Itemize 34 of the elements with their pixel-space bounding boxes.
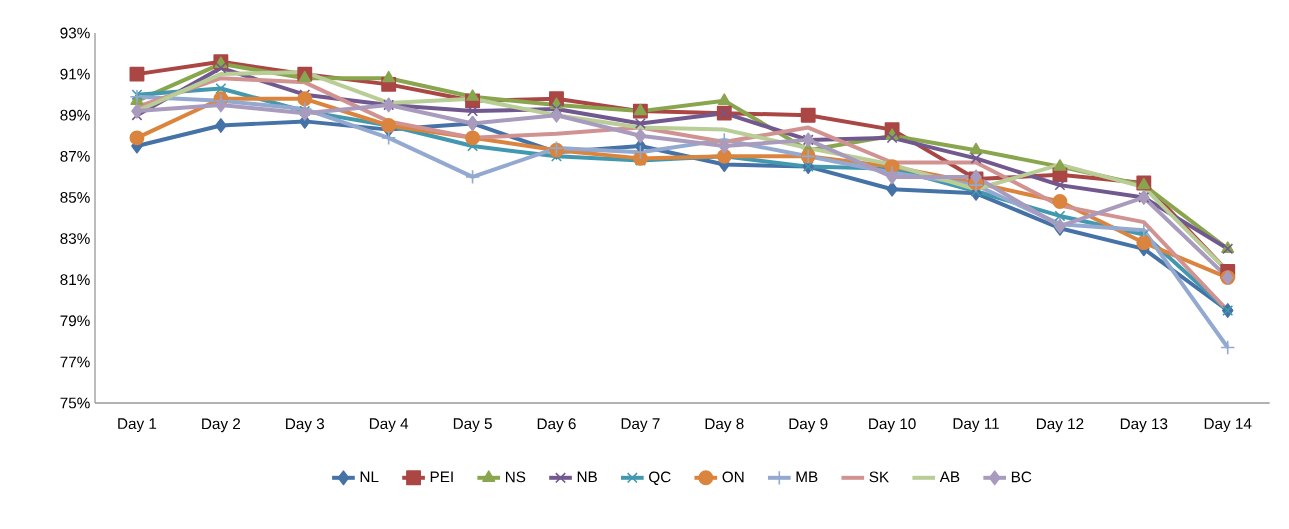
y-tick-label: 89% (60, 109, 90, 121)
y-tick-label: 77% (60, 356, 90, 368)
y-tick-label: 81% (60, 274, 90, 286)
x-tick-label: Day 5 (453, 418, 492, 433)
x-tick-label: Day 10 (869, 418, 916, 433)
y-tick-label: 93% (60, 27, 90, 39)
legend-label: NS (505, 471, 526, 483)
y-tick-label: 79% (60, 315, 90, 327)
x-tick-label: Day 3 (286, 418, 325, 433)
x-tick-label: Day 9 (789, 418, 828, 433)
x-tick-label: Day 1 (118, 418, 157, 433)
y-tick-label: 87% (60, 150, 90, 162)
y-tick-label: 85% (60, 192, 90, 203)
x-tick-label: Day 8 (705, 418, 744, 433)
legend-label: SK (869, 471, 889, 483)
legend-label: NL (360, 471, 379, 483)
y-tick-label: 75% (60, 397, 90, 409)
legend-label: MB (796, 471, 818, 483)
x-tick-label: Day 2 (202, 418, 241, 433)
legend-label: NB (577, 471, 597, 483)
x-tick-label: Day 13 (1120, 418, 1168, 433)
legend-label: AB (939, 471, 960, 483)
x-tick-label: Day 14 (1204, 418, 1252, 433)
legend-label: PEI (430, 471, 453, 483)
legend-label: ON (722, 471, 744, 483)
x-tick-label: Day 4 (369, 418, 409, 433)
y-tick-label: 91% (60, 68, 90, 80)
legend-label: QC (649, 471, 671, 486)
y-tick-label: 83% (60, 233, 90, 244)
x-tick-label: Day 12 (1036, 418, 1084, 433)
legend-label: BC (1011, 471, 1032, 483)
x-tick-label: Day 11 (953, 418, 999, 433)
x-tick-label: Day 6 (537, 418, 576, 433)
x-tick-label: Day 7 (621, 418, 660, 433)
